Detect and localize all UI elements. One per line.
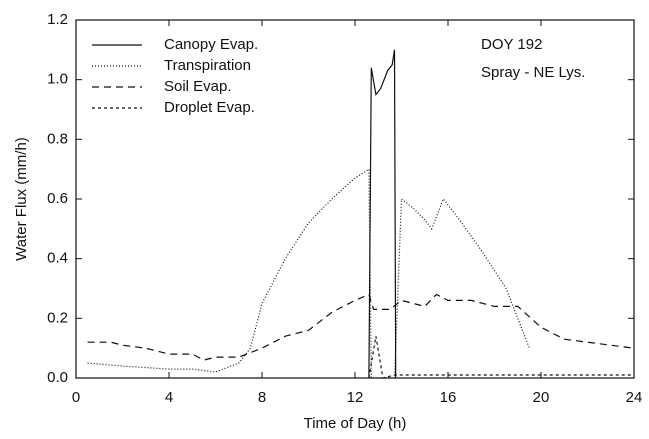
legend-label: Transpiration — [164, 57, 251, 74]
legend-label: Droplet Evap. — [164, 99, 255, 116]
x-tick-label: 12 — [347, 389, 364, 406]
y-tick-label: 1.2 — [47, 11, 68, 28]
series-line — [368, 336, 634, 379]
x-tick-label: 16 — [440, 389, 457, 406]
y-tick-label: 0.2 — [47, 309, 68, 326]
x-tick-label: 24 — [626, 389, 643, 406]
series-line — [368, 49, 397, 379]
y-axis-label: Water Flux (mm/h) — [13, 137, 30, 261]
y-tick-label: 0.4 — [47, 250, 68, 267]
x-tick-label: 0 — [72, 389, 80, 406]
annotation: Spray - NE Lys. — [481, 64, 585, 81]
y-tick-label: 0.0 — [47, 369, 68, 386]
annotation: DOY 192 — [481, 36, 542, 53]
y-tick-label: 1.0 — [47, 71, 68, 88]
series-line — [87, 168, 530, 379]
x-tick-label: 4 — [165, 389, 173, 406]
legend-label: Soil Evap. — [164, 78, 232, 95]
x-axis-label: Time of Day (h) — [304, 415, 407, 432]
x-tick-label: 8 — [258, 389, 266, 406]
x-tick-label: 20 — [533, 389, 550, 406]
y-tick-label: 0.8 — [47, 130, 68, 147]
series-line — [87, 293, 635, 361]
legend-label: Canopy Evap. — [164, 36, 258, 53]
y-tick-label: 0.6 — [47, 190, 68, 207]
